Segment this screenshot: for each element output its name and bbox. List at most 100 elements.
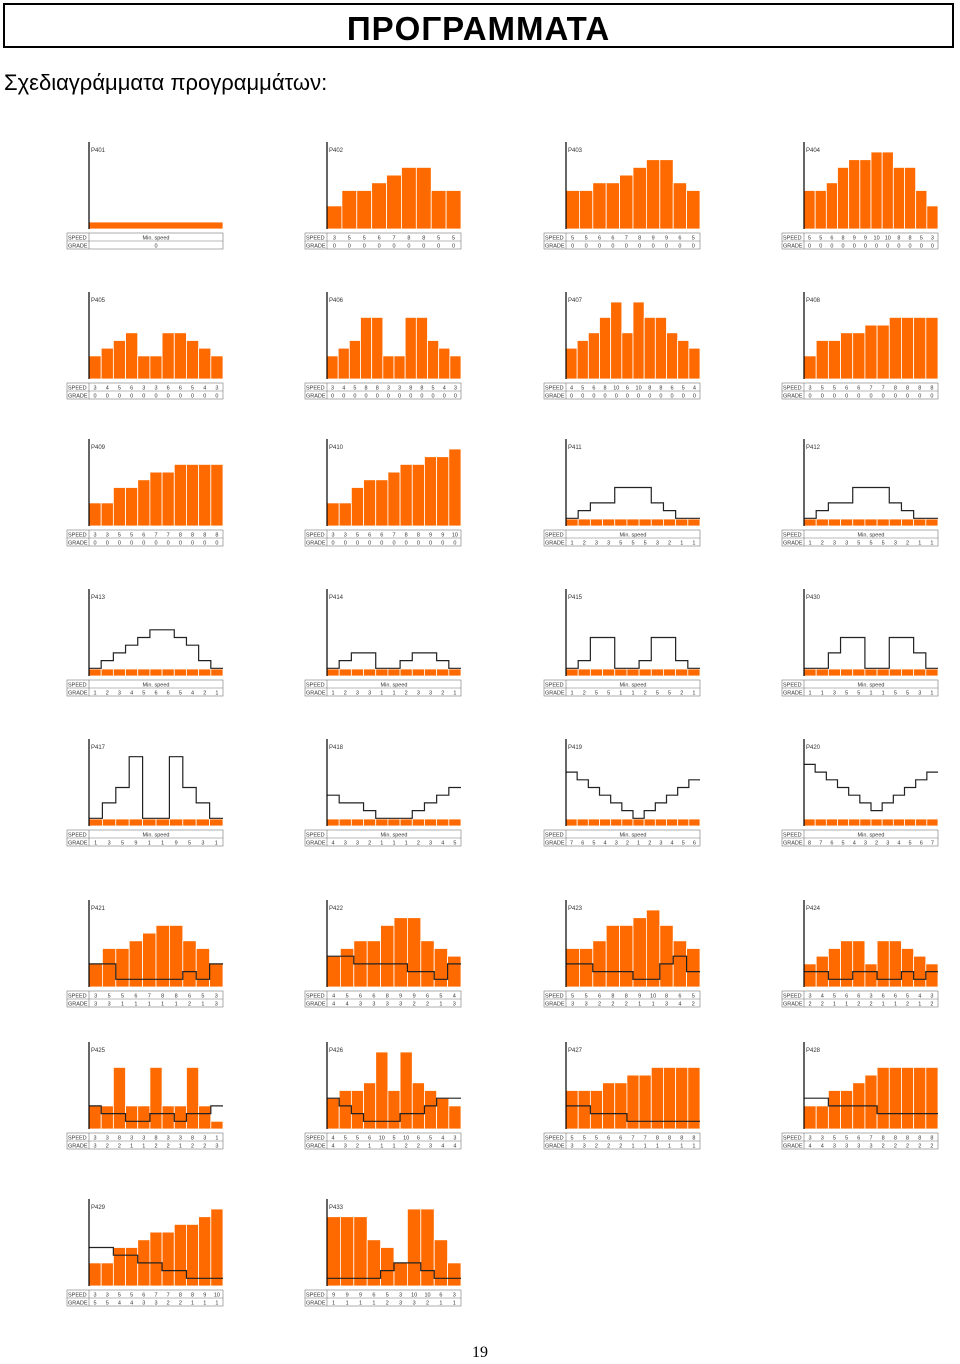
speed-value: 3 xyxy=(130,1136,133,1142)
speed-value: 5 xyxy=(682,386,685,392)
speed-bar xyxy=(393,1262,408,1287)
grade-value: 0 xyxy=(392,244,395,250)
speed-bar xyxy=(112,668,126,677)
grade-value: 0 xyxy=(598,244,601,250)
speed-bar xyxy=(186,340,200,380)
grade-value: 2 xyxy=(625,1002,628,1008)
program-table: SPEED GRADE Min. speed 7 6 5 4 3 2 1 2 3 4 5 6 xyxy=(543,829,701,847)
program-p412: P412 SPEED GRADE Min. speed 1 2 3 3 5 5 5 3 2 1 1 xyxy=(781,437,940,555)
speed-row-label: SPEED xyxy=(545,533,564,539)
program-chart: P410 SPEED GRADE 3 3 5 6 6 7 8 8 9 9 10 0 0 0 0 0 0 0 0 0 0 0 xyxy=(304,439,462,547)
speed-bar xyxy=(112,340,126,380)
speed-value: 5 xyxy=(571,1136,574,1142)
speed-bar xyxy=(876,324,890,380)
program-table: SPEED GRADE 3 5 5 6 7 8 8 5 5 0 0 0 0 0 0 0 0 0 xyxy=(304,232,462,250)
speed-bar xyxy=(646,909,661,988)
grade-value: 3 xyxy=(585,1002,588,1008)
program-p402: P402 SPEED GRADE 3 5 5 6 7 8 8 5 5 0 0 0 0 0 0 0 0 0 xyxy=(304,140,463,258)
grade-value: 1 xyxy=(631,691,634,697)
speed-value: 3 xyxy=(930,994,933,1000)
speed-bar xyxy=(614,668,628,677)
speed-value: 8 xyxy=(930,1136,933,1142)
grade-value: 3 xyxy=(154,1301,157,1307)
grade-value: 1 xyxy=(191,1301,194,1307)
speed-value: 3 xyxy=(869,994,872,1000)
speed-bar xyxy=(632,301,645,380)
grade-value: 0 xyxy=(106,394,109,400)
speed-value: 3 xyxy=(106,1136,109,1142)
speed-value: Min. speed xyxy=(858,833,885,839)
grade-row-label: GRADE xyxy=(783,1002,803,1008)
speed-bar xyxy=(650,518,664,527)
speed-bar xyxy=(852,668,866,677)
speed-bar xyxy=(904,818,917,827)
program-table: SPEED GRADE 4 5 6 8 10 6 10 8 8 6 5 4 0 0 0 0 0 0 0 0 0 0 0 0 xyxy=(543,382,701,400)
program-chart: P433 SPEED GRADE 9 9 9 6 5 3 10 10 6 3 1 1 1 1 2 3 3 2 1 1 xyxy=(304,1199,462,1307)
speed-bar xyxy=(632,166,647,230)
speed-value: 8 xyxy=(611,994,614,1000)
grade-value: 0 xyxy=(422,244,425,250)
program-id-label: P419 xyxy=(568,745,583,751)
program-table: SPEED GRADE Min. speed 1 2 3 3 5 5 5 3 2 1 1 xyxy=(781,529,939,547)
grade-value: 1 xyxy=(845,1002,848,1008)
speed-bar xyxy=(859,818,872,827)
grade-value: 2 xyxy=(857,1002,860,1008)
incline-line xyxy=(566,636,700,669)
grade-value: 0 xyxy=(365,394,368,400)
speed-bar xyxy=(814,818,827,827)
speed-bar xyxy=(852,940,866,988)
speed-bar xyxy=(169,924,184,988)
speed-value: 3 xyxy=(453,1293,456,1299)
speed-value: 4 xyxy=(441,1136,444,1142)
speed-bar xyxy=(88,668,102,677)
speed-bar xyxy=(102,818,117,827)
grade-value: 0 xyxy=(886,244,889,250)
speed-value: 7 xyxy=(392,236,395,242)
grade-value: 0 xyxy=(637,394,640,400)
speed-bar xyxy=(186,1066,200,1130)
speed-value: 6 xyxy=(167,386,170,392)
grade-value: 1 xyxy=(94,691,97,697)
grade-value: 0 xyxy=(215,541,218,547)
speed-bar xyxy=(565,518,579,527)
speed-value: 10 xyxy=(636,386,642,392)
speed-bar xyxy=(128,818,144,827)
grade-row-label: GRADE xyxy=(306,1144,326,1150)
incline-line xyxy=(804,1097,938,1115)
speed-row-label: SPEED xyxy=(306,236,325,242)
grade-value: 1 xyxy=(175,1002,178,1008)
speed-bar xyxy=(128,940,144,988)
speed-row-label: SPEED xyxy=(68,683,87,689)
program-chart: P424 SPEED GRADE 3 4 5 6 6 3 6 6 5 4 3 2 2 1 1 2 2 1 1 2 1 2 xyxy=(781,900,939,1008)
program-p417: P417 SPEED GRADE Min. speed 1 3 5 9 1 1 9 5 3 1 xyxy=(66,737,225,855)
program-id-label: P417 xyxy=(91,745,106,751)
speed-bar xyxy=(326,1097,340,1130)
speed-value: 3 xyxy=(821,1136,824,1142)
speed-bar xyxy=(803,818,816,827)
speed-bar xyxy=(210,668,224,677)
speed-value: 5 xyxy=(585,994,588,1000)
speed-value: 6 xyxy=(857,1136,860,1142)
speed-bar xyxy=(803,518,817,527)
speed-value: 3 xyxy=(167,1136,170,1142)
program-chart: P423 SPEED GRADE 5 5 6 8 8 9 10 8 6 5 3 3 2 2 2 1 1 3 4 2 xyxy=(543,900,701,1008)
speed-value: 6 xyxy=(598,994,601,1000)
grade-value: 1 xyxy=(148,841,151,847)
grade-value: 5 xyxy=(94,1301,97,1307)
speed-value: 3 xyxy=(106,1293,109,1299)
speed-value: 3 xyxy=(387,386,390,392)
program-id-label: P401 xyxy=(91,148,106,154)
speed-bar xyxy=(375,818,389,827)
page-title: ΠΡΟΓΡΑΜΜΑΤΑ xyxy=(346,10,611,47)
speed-bar xyxy=(399,818,413,827)
speed-value: 7 xyxy=(167,533,170,539)
grade-row-label: GRADE xyxy=(306,1301,326,1307)
speed-bar xyxy=(565,818,578,827)
speed-bar xyxy=(449,355,462,380)
speed-bar xyxy=(137,355,151,380)
program-table: SPEED GRADE 5 5 6 8 9 9 10 10 8 8 5 3 0 0 0 0 0 0 0 0 0 0 0 0 xyxy=(781,232,939,250)
speed-bar xyxy=(350,818,364,827)
grade-value: 1 xyxy=(638,1002,641,1008)
speed-bar xyxy=(827,668,841,677)
speed-bar xyxy=(137,1105,151,1130)
